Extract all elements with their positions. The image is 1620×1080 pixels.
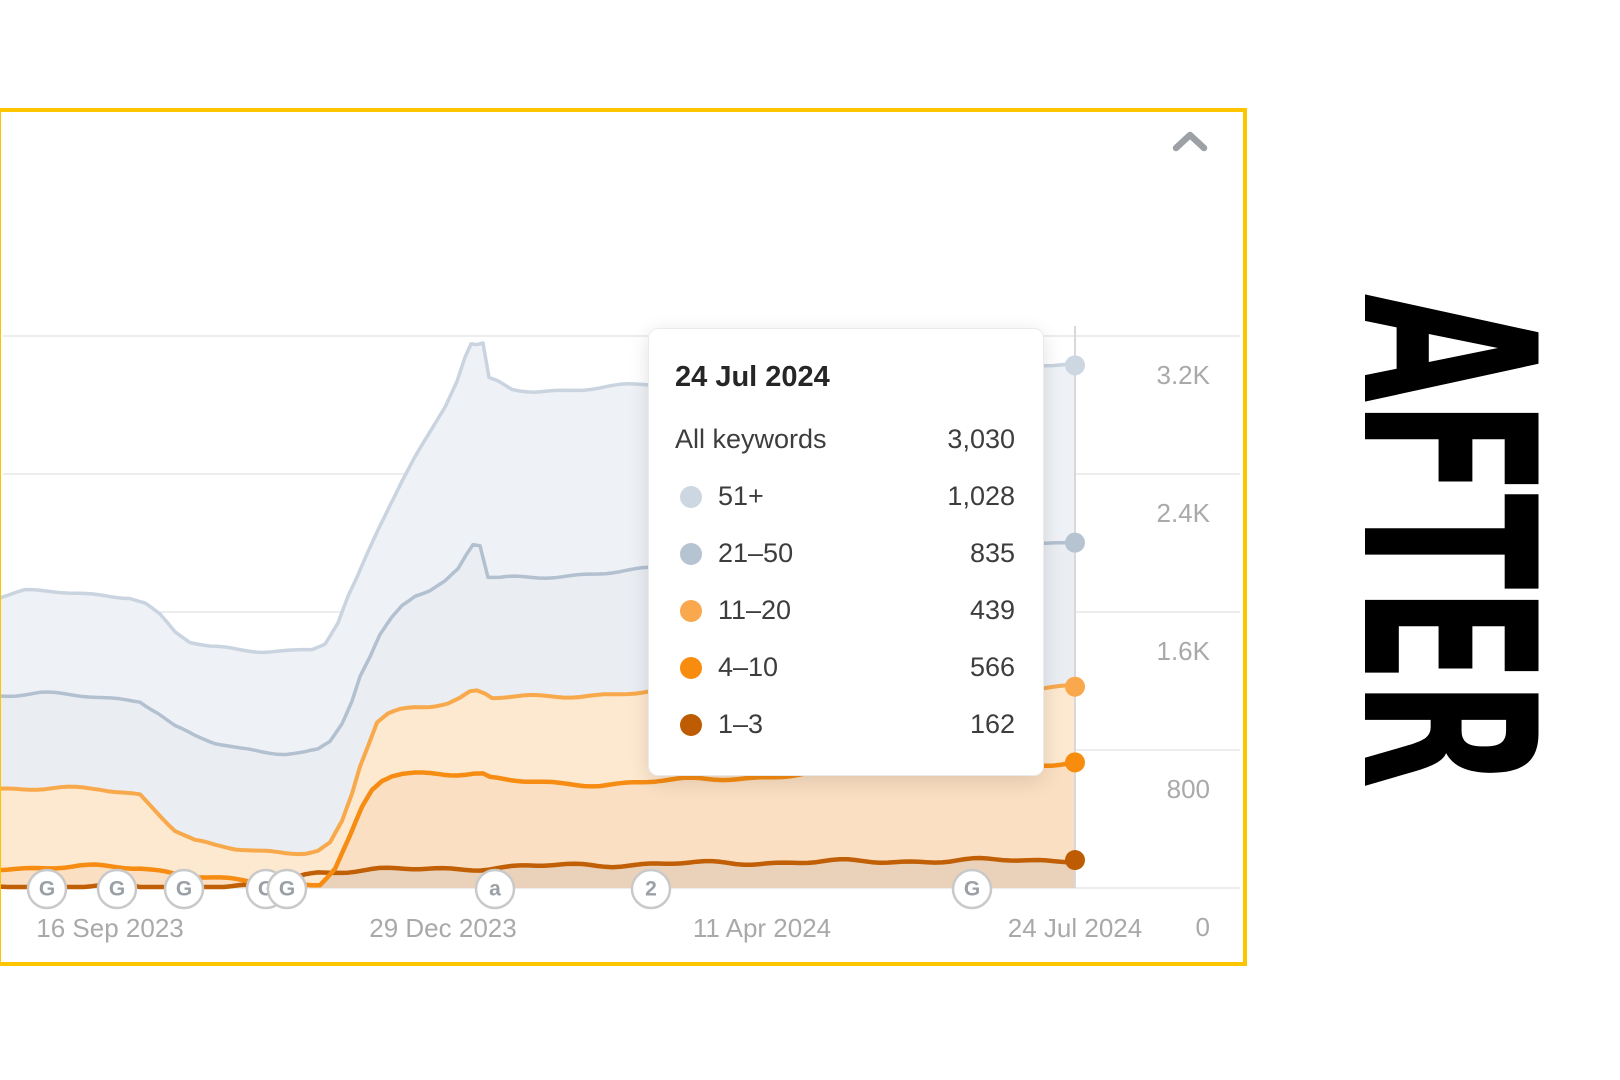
tooltip-row-label: 21–50: [718, 538, 794, 568]
tooltip-row-label: All keywords: [675, 424, 827, 454]
tooltip-row-51-plus: 51+ 1,028: [675, 468, 1015, 525]
tooltip-row-value: 3,030: [947, 424, 1015, 454]
keyword-range-dot: [680, 599, 702, 622]
y-axis-label: 800: [1167, 774, 1210, 804]
keyword-range-dot: [680, 485, 702, 508]
tooltip-row-value: 439: [969, 595, 1015, 625]
google-update-badge-label: G: [109, 878, 125, 901]
y-axis-label: 1.6K: [1157, 636, 1211, 666]
tooltip-row-value: 835: [969, 538, 1015, 568]
tooltip-row-label: 1–3: [718, 709, 764, 739]
google-update-badge[interactable]: [163, 868, 205, 910]
tooltip-row-11-20: 11–20 439: [675, 582, 1015, 639]
google-update-badge-label: G: [964, 878, 980, 901]
google-update-badge[interactable]: [266, 868, 308, 910]
x-axis-label: 29 Dec 2023: [369, 913, 516, 943]
google-update-badge[interactable]: [474, 868, 516, 910]
tooltip-row-label: 4–10: [718, 652, 779, 682]
google-update-badge-label: a: [489, 878, 501, 901]
google-update-badge[interactable]: [630, 868, 672, 910]
series-end-dot-4-10: [1065, 752, 1085, 773]
keyword-range-dot: [680, 542, 702, 565]
google-update-badge[interactable]: [96, 868, 138, 910]
series-end-dot-51-plus: [1065, 355, 1085, 376]
tooltip-row-value: 566: [969, 652, 1015, 682]
series-end-dot-21-50: [1065, 532, 1085, 553]
tooltip-date: 24 Jul 2024: [675, 360, 830, 393]
tooltip-row-value: 1,028: [947, 481, 1015, 511]
y-axis-label: 2.4K: [1157, 498, 1211, 528]
tooltip-row-value: 162: [969, 709, 1015, 739]
keyword-range-dot: [680, 713, 702, 736]
tooltip-row-label: 51+: [718, 481, 764, 511]
google-update-badge-label: 2: [645, 878, 657, 901]
x-axis-label: 24 Jul 2024: [1008, 913, 1142, 943]
tooltip-row-label: 11–20: [718, 595, 792, 625]
chevron-up-icon: [1172, 131, 1208, 152]
tooltip-row-4-10: 4–10 566: [675, 639, 1015, 696]
series-end-dot-11-20: [1065, 676, 1085, 697]
collapse-button[interactable]: [1172, 130, 1208, 154]
google-update-badge-label: G: [39, 878, 55, 901]
series-end-dot-1-3: [1065, 850, 1085, 871]
x-axis-label: 11 Apr 2024: [693, 913, 831, 943]
google-update-badge[interactable]: [951, 868, 993, 910]
tooltip-row-21-50: 21–50 835: [675, 525, 1015, 582]
tooltip-row-all-keywords: All keywords 3,030: [675, 411, 1015, 468]
chart-tooltip: 24 Jul 2024 All keywords 3,030 51+ 1,028…: [648, 328, 1044, 776]
google-update-badge[interactable]: [26, 868, 68, 910]
google-update-badge-label: G: [279, 878, 295, 901]
tooltip-row-1-3: 1–3 162: [675, 696, 1015, 753]
x-axis-label: 16 Sep 2023: [36, 913, 183, 943]
google-update-badge-label: G: [176, 878, 192, 901]
y-axis-label: 0: [1196, 912, 1210, 942]
keyword-range-dot: [680, 656, 702, 679]
area-band-1-3: [0, 858, 1075, 888]
after-caption: AFTER: [1308, 293, 1585, 787]
y-axis-label: 3.2K: [1157, 360, 1211, 390]
area-band-4-10: [0, 762, 1075, 887]
